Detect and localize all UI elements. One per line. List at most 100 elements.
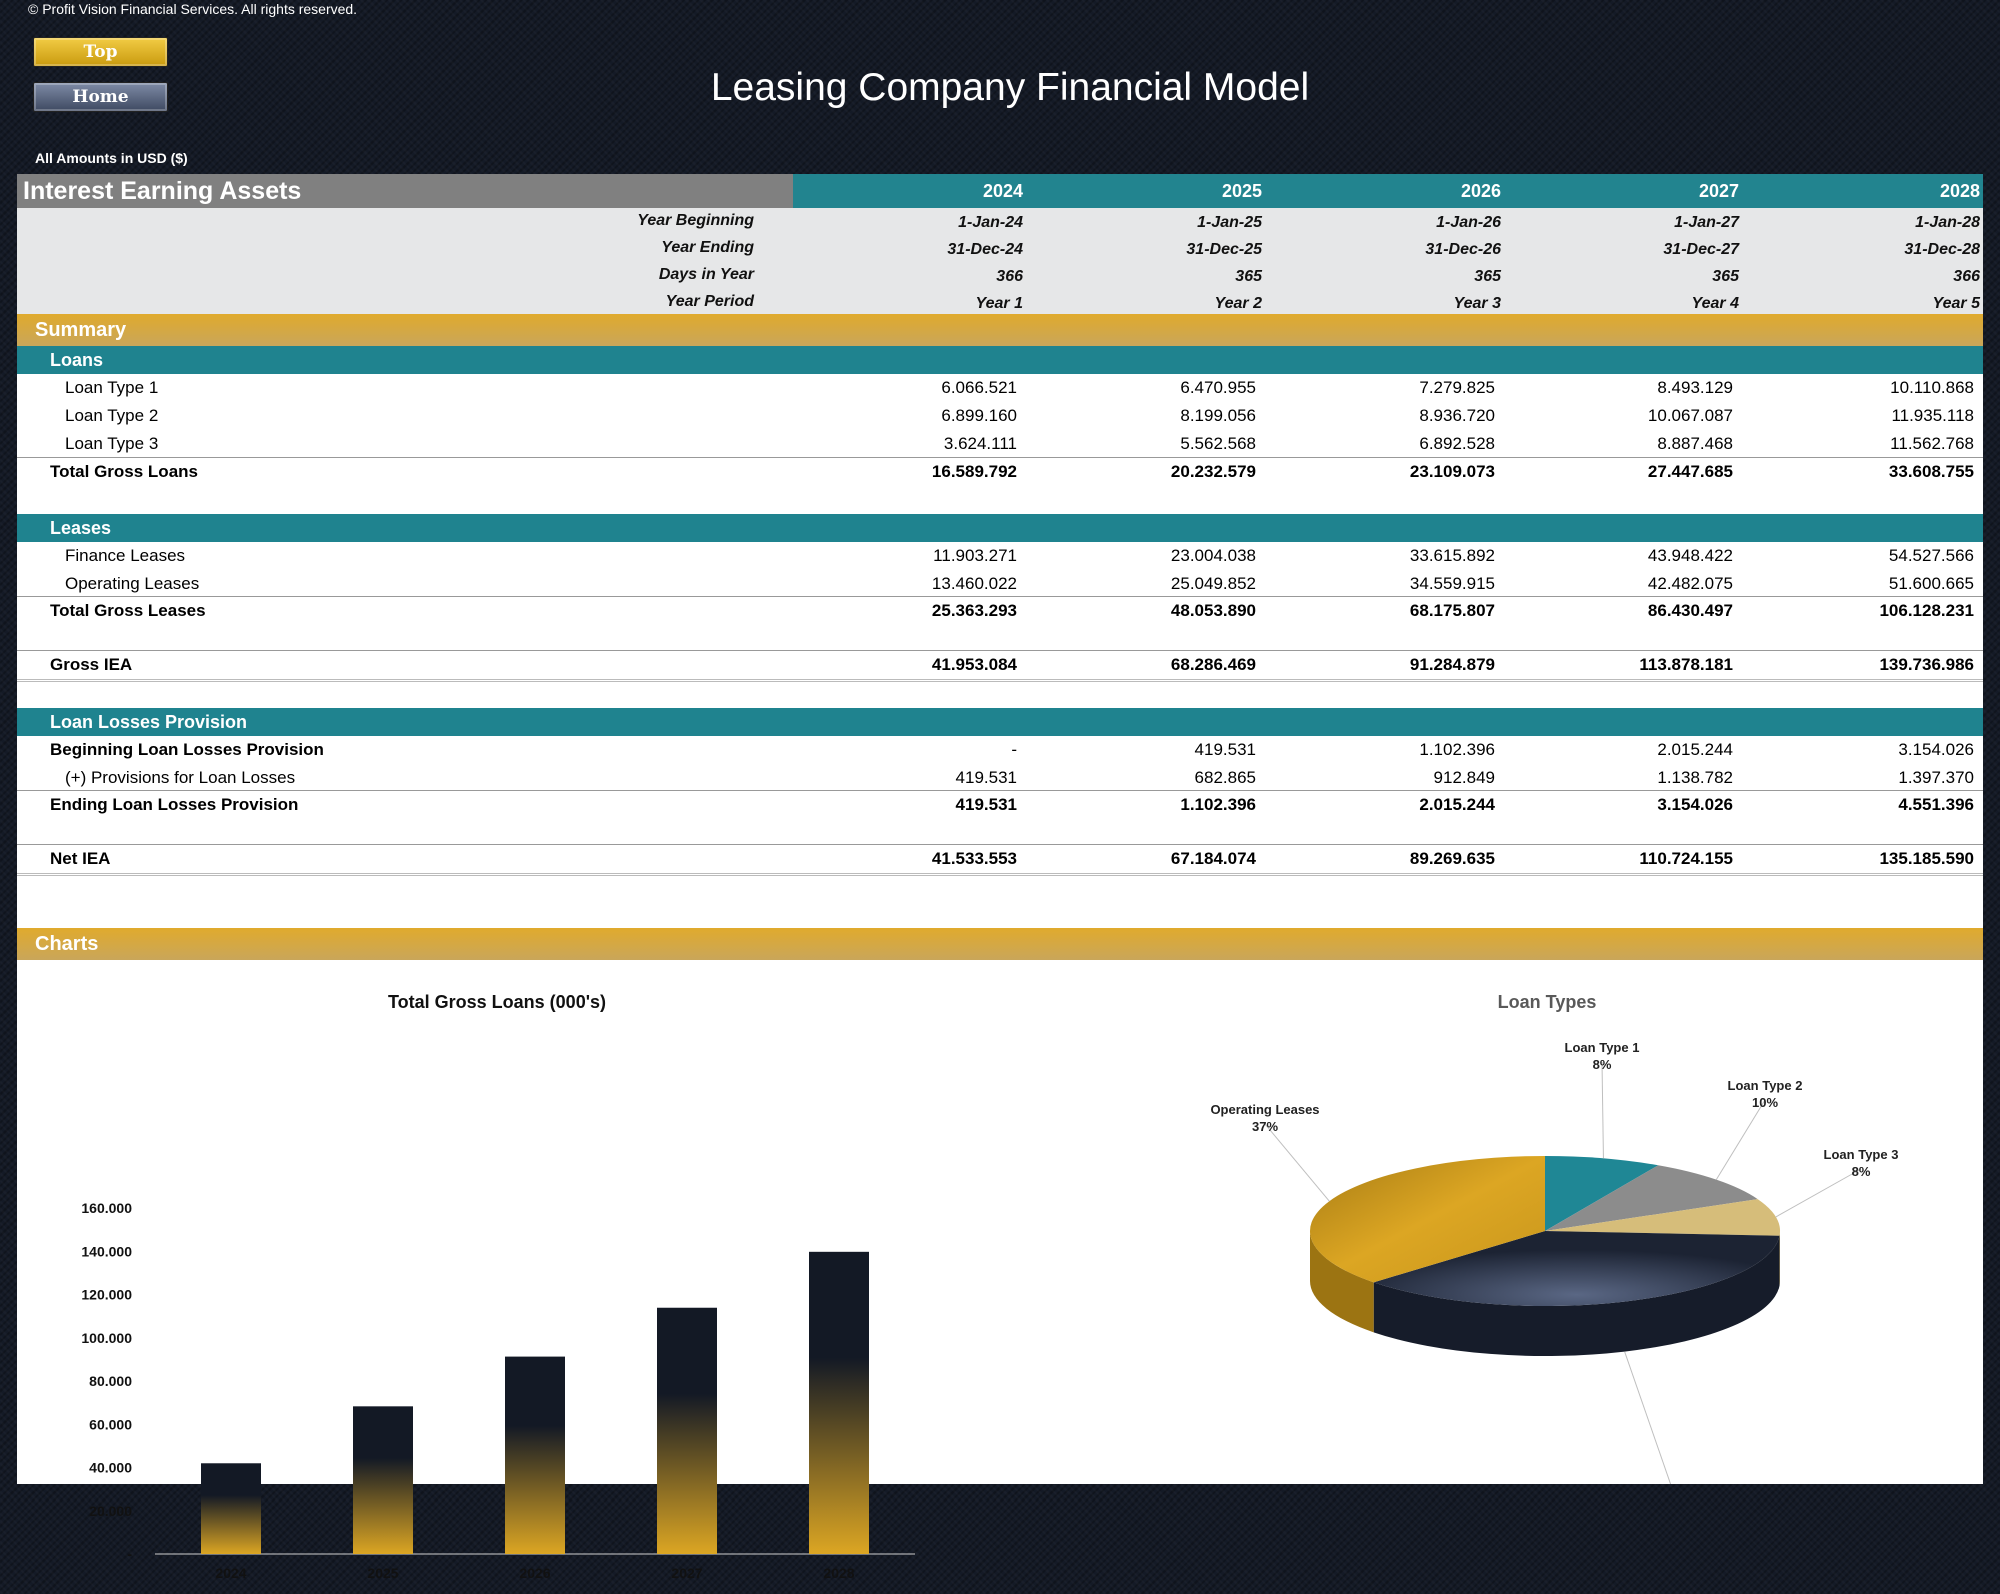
cell-value: 419.531 (817, 791, 1017, 819)
cell-value: 11.935.118 (1774, 402, 1974, 430)
year-header-2025: 2025 (1062, 174, 1262, 208)
cell-value: 54.527.566 (1774, 542, 1974, 570)
year-beginning-value: 1-Jan-28 (1780, 214, 1980, 232)
table-row-loan-type-2: Loan Type 2 6.899.160 8.199.056 8.936.72… (17, 402, 1983, 430)
row-label: Operating Leases (65, 570, 199, 598)
pie-label: Loan Type 1 (1565, 1040, 1640, 1055)
charts-section-header: Charts (17, 928, 1983, 960)
row-label: Ending Loan Losses Provision (50, 791, 298, 819)
cell-value: 6.892.528 (1295, 430, 1495, 458)
bar-2027 (657, 1308, 717, 1554)
cell-value: 6.899.160 (817, 402, 1017, 430)
pie-leader-line (1602, 1062, 1603, 1158)
cell-value: 8.493.129 (1533, 374, 1733, 402)
cell-value: 42.482.075 (1533, 570, 1733, 598)
y-tick-label: 140.000 (81, 1243, 132, 1259)
cell-value: 6.066.521 (817, 374, 1017, 402)
cell-value: 8.936.720 (1295, 402, 1495, 430)
cell-value: 27.447.685 (1533, 458, 1733, 486)
year-header-2024: 2024 (823, 174, 1023, 208)
row-label: Beginning Loan Losses Provision (50, 736, 324, 764)
table-row-gross-iea: Gross IEA 41.953.084 68.286.469 91.284.8… (17, 650, 1983, 679)
pie-leader-line (1265, 1124, 1329, 1201)
row-label: Total Gross Loans (50, 458, 198, 486)
y-tick-label: 120.000 (81, 1287, 132, 1303)
cell-value: 23.004.038 (1056, 542, 1256, 570)
table-row-provisions-added: (+) Provisions for Loan Losses 419.531 6… (17, 764, 1983, 792)
cell-value: 86.430.497 (1533, 597, 1733, 625)
days-in-year-value: 365 (1539, 268, 1739, 286)
pie-leader-line (1776, 1169, 1861, 1217)
row-label: Loan Type 3 (65, 430, 158, 458)
x-tick-label: 2026 (519, 1565, 550, 1581)
cell-value: 8.199.056 (1056, 402, 1256, 430)
row-label: Finance Leases (65, 542, 185, 570)
bar-2028 (809, 1252, 869, 1554)
pie-chart: Loan Type 18%Loan Type 210%Loan Type 38%… (1117, 1014, 1977, 1484)
copyright-text: © Profit Vision Financial Services. All … (28, 0, 357, 18)
table-row-total-gross-leases: Total Gross Leases 25.363.293 48.053.890… (17, 596, 1983, 625)
year-beginning-value: 1-Jan-27 (1539, 214, 1739, 232)
cell-value: 912.849 (1295, 764, 1495, 792)
cell-value: 41.953.084 (817, 651, 1017, 679)
cell-value: 41.533.553 (817, 845, 1017, 873)
provision-section-header: Loan Losses Provision (17, 708, 1983, 736)
days-in-year-value: 366 (823, 268, 1023, 286)
cell-value: 10.067.087 (1533, 402, 1733, 430)
pie-chart-title: Loan Types (1357, 992, 1737, 1013)
bar-2024 (201, 1463, 261, 1554)
cell-value: 91.284.879 (1295, 651, 1495, 679)
pie-value-label: 8% (1593, 1057, 1612, 1072)
page-title: Leasing Company Financial Model (0, 66, 2000, 110)
table-row-finance-leases: Finance Leases 11.903.271 23.004.038 33.… (17, 542, 1983, 570)
cell-value: 68.175.807 (1295, 597, 1495, 625)
year-ending-value: 31-Dec-24 (823, 241, 1023, 259)
row-label: Total Gross Leases (50, 597, 206, 625)
cell-value: 3.154.026 (1533, 791, 1733, 819)
cell-value: 7.279.825 (1295, 374, 1495, 402)
year-period-value: Year 3 (1301, 295, 1501, 313)
cell-value: 11.903.271 (817, 542, 1017, 570)
row-label: Loan Type 1 (65, 374, 158, 402)
cell-value: 8.887.468 (1533, 430, 1733, 458)
year-header-row: Interest Earning Assets 2024 2025 2026 2… (17, 174, 1983, 208)
double-rule (17, 679, 1983, 682)
table-row-operating-leases: Operating Leases 13.460.022 25.049.852 3… (17, 570, 1983, 598)
year-header-2027: 2027 (1539, 174, 1739, 208)
cell-value: 13.460.022 (817, 570, 1017, 598)
x-tick-label: 2025 (367, 1565, 398, 1581)
year-period-value: Year 4 (1539, 295, 1739, 313)
cell-value: 33.615.892 (1295, 542, 1495, 570)
cell-value: 10.110.868 (1774, 374, 1974, 402)
cell-value: 11.562.768 (1774, 430, 1974, 458)
top-button[interactable]: Top (33, 37, 168, 67)
table-row-loan-type-1: Loan Type 1 6.066.521 6.470.955 7.279.82… (17, 374, 1983, 402)
y-tick-label: 40.000 (89, 1460, 132, 1476)
row-label: Loan Type 2 (65, 402, 158, 430)
pie-leader-line (1716, 1100, 1765, 1180)
year-beginning-value: 1-Jan-26 (1301, 214, 1501, 232)
leases-section-header: Leases (17, 514, 1983, 542)
spreadsheet: Interest Earning Assets 2024 2025 2026 2… (17, 174, 1983, 1484)
pie-label: Loan Type 2 (1728, 1078, 1803, 1093)
cell-value: 23.109.073 (1295, 458, 1495, 486)
year-period-value: Year 5 (1780, 295, 1980, 313)
cell-value: 113.878.181 (1533, 651, 1733, 679)
cell-value: 3.154.026 (1774, 736, 1974, 764)
bar-chart: -20.00040.00060.00080.000100.000120.0001… (37, 1014, 937, 1594)
cell-value: 68.286.469 (1056, 651, 1256, 679)
y-tick-label: 100.000 (81, 1330, 132, 1346)
year-beginning-value: 1-Jan-24 (823, 214, 1023, 232)
x-tick-label: 2027 (671, 1565, 702, 1581)
loans-section-header: Loans (17, 346, 1983, 374)
cell-value: 1.102.396 (1295, 736, 1495, 764)
cell-value: 1.138.782 (1533, 764, 1733, 792)
days-in-year-value: 365 (1301, 268, 1501, 286)
pie-label: Loan Type 3 (1824, 1147, 1899, 1162)
days-in-year-value: 365 (1062, 268, 1262, 286)
cell-value: 33.608.755 (1774, 458, 1974, 486)
cell-value: 110.724.155 (1533, 845, 1733, 873)
cell-value: 1.102.396 (1056, 791, 1256, 819)
bar-2025 (353, 1406, 413, 1554)
y-tick-label: - (127, 1546, 132, 1562)
